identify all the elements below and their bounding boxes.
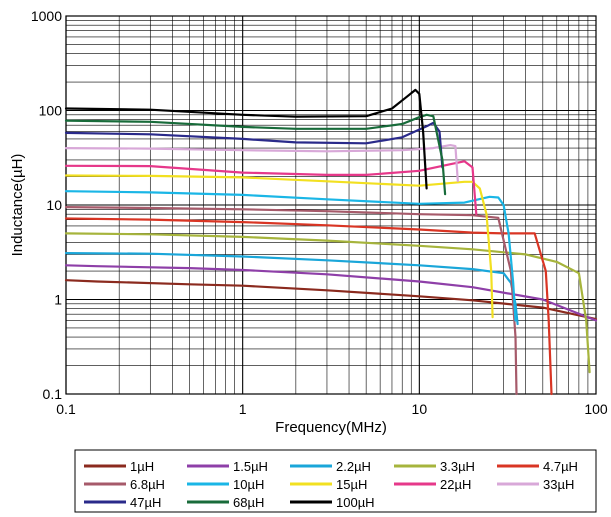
y-tick-label: 0.1 bbox=[43, 386, 63, 402]
y-tick-label: 1000 bbox=[31, 8, 62, 24]
series-line bbox=[64, 190, 517, 322]
y-axis-label: Inductance(µH) bbox=[9, 154, 26, 257]
series-line bbox=[64, 232, 591, 374]
legend-label: 6.8µH bbox=[130, 477, 165, 492]
x-tick-label: 1 bbox=[239, 401, 247, 417]
x-axis-label: Frequency(MHz) bbox=[275, 419, 387, 436]
legend-label: 100µH bbox=[336, 495, 375, 510]
x-tick-label: 10 bbox=[412, 401, 428, 417]
y-axis-ticks: 0.1 1 10 100 1000 bbox=[31, 8, 62, 402]
legend-label: 22µH bbox=[440, 477, 471, 492]
series-line bbox=[64, 144, 459, 182]
legend-label: 1.5µH bbox=[233, 459, 268, 474]
series-line bbox=[64, 88, 428, 190]
series-line bbox=[64, 217, 553, 396]
legend-label: 2.2µH bbox=[336, 459, 371, 474]
series-line bbox=[64, 113, 447, 196]
series-line bbox=[64, 206, 518, 396]
legend-label: 4.7µH bbox=[543, 459, 578, 474]
legend-box bbox=[74, 449, 597, 513]
legend-label: 3.3µH bbox=[440, 459, 475, 474]
series-line bbox=[64, 264, 598, 322]
legend-label: 33µH bbox=[543, 477, 574, 492]
legend-label: 1µH bbox=[130, 459, 154, 474]
y-tick-label: 1 bbox=[54, 292, 62, 308]
x-tick-label: 100 bbox=[584, 401, 608, 417]
series-layer bbox=[64, 88, 598, 396]
legend-label: 68µH bbox=[233, 495, 264, 510]
legend-label: 15µH bbox=[336, 477, 367, 492]
series-line bbox=[64, 121, 444, 169]
legend-label: 47µH bbox=[130, 495, 161, 510]
x-axis-ticks: 0.1 1 10 100 bbox=[56, 401, 608, 417]
y-tick-label: 10 bbox=[46, 197, 62, 213]
x-tick-label: 0.1 bbox=[56, 401, 76, 417]
series-line bbox=[64, 279, 598, 321]
series-line bbox=[64, 174, 494, 319]
plot-area-frame bbox=[65, 15, 597, 395]
y-tick-label: 100 bbox=[39, 103, 63, 119]
legend: 1µH 1.5µH 2.2µH 3.3µH 4.7µH 6.8µH 10µH 15µH 22µH… bbox=[84, 459, 578, 510]
series-line bbox=[64, 160, 478, 216]
legend-label: 10µH bbox=[233, 477, 264, 492]
